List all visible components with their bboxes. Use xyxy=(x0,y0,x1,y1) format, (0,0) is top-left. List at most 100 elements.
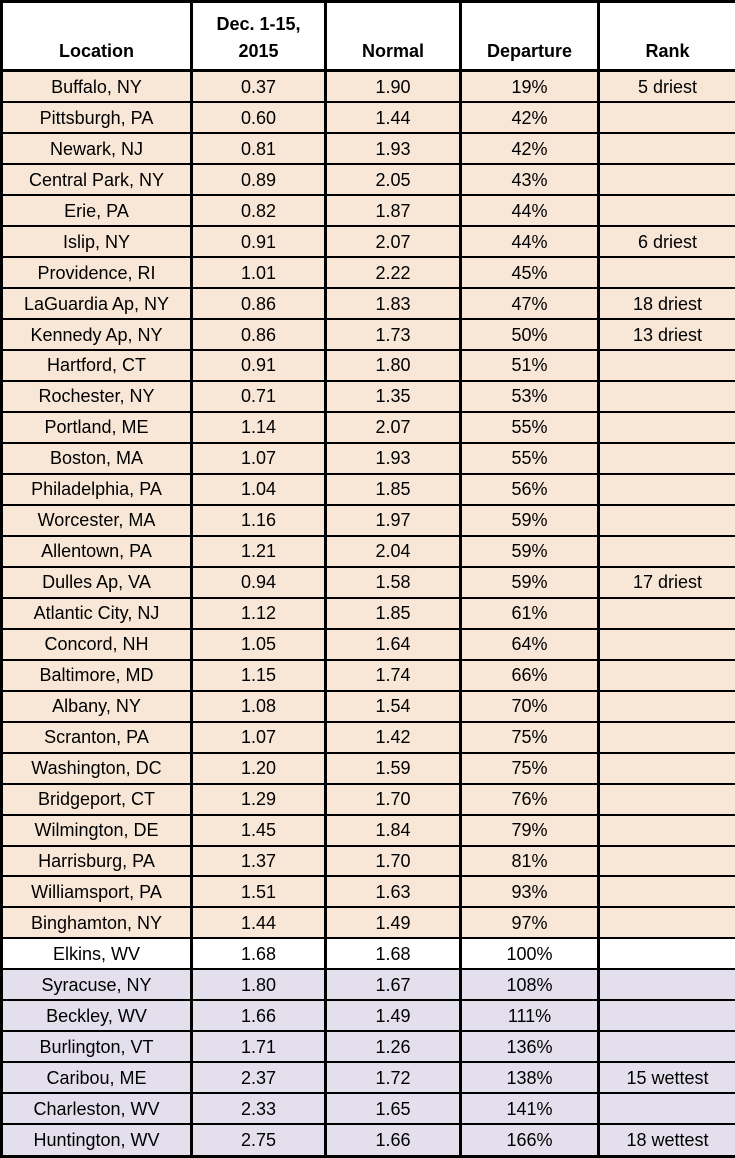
rank-cell xyxy=(597,782,735,816)
header-row: Location Dec. 1-15, 2015 Normal Departur… xyxy=(0,0,735,72)
normal-cell: 1.49 xyxy=(324,906,462,940)
departure-cell: 166% xyxy=(459,1123,600,1158)
normal-cell: 1.83 xyxy=(324,287,462,321)
location-cell: Baltimore, MD xyxy=(0,658,193,692)
rank-cell xyxy=(597,999,735,1033)
column-header-normal: Normal xyxy=(324,0,462,72)
observed-cell: 0.89 xyxy=(190,163,327,197)
departure-cell: 51% xyxy=(459,349,600,382)
normal-cell: 1.63 xyxy=(324,875,462,909)
location-cell: Allentown, PA xyxy=(0,534,193,568)
rank-cell: 15 wettest xyxy=(597,1061,735,1095)
table-row: Allentown, PA 1.21 2.04 59% xyxy=(0,534,735,568)
normal-cell: 1.97 xyxy=(324,503,462,537)
departure-cell: 66% xyxy=(459,658,600,692)
rank-cell xyxy=(597,875,735,909)
departure-cell: 79% xyxy=(459,813,600,847)
observed-cell: 1.08 xyxy=(190,689,327,723)
rank-cell xyxy=(597,906,735,940)
normal-cell: 1.93 xyxy=(324,441,462,475)
location-cell: Portland, ME xyxy=(0,410,193,444)
departure-cell: 50% xyxy=(459,318,600,351)
normal-cell: 2.05 xyxy=(324,163,462,197)
normal-cell: 1.65 xyxy=(324,1092,462,1126)
column-header-departure: Departure xyxy=(459,0,600,72)
column-header-rank: Rank xyxy=(597,0,735,72)
rank-cell: 18 wettest xyxy=(597,1123,735,1158)
observed-cell: 2.37 xyxy=(190,1061,327,1095)
departure-cell: 136% xyxy=(459,1030,600,1064)
rank-cell xyxy=(597,937,735,971)
rank-cell xyxy=(597,163,735,197)
table-row: LaGuardia Ap, NY 0.86 1.83 47% 18 driest xyxy=(0,287,735,321)
observed-cell: 1.44 xyxy=(190,906,327,940)
rank-cell xyxy=(597,256,735,290)
observed-cell: 1.37 xyxy=(190,844,327,878)
location-cell: Worcester, MA xyxy=(0,503,193,537)
location-cell: Dulles Ap, VA xyxy=(0,565,193,599)
observed-cell: 1.15 xyxy=(190,658,327,692)
table-row: Kennedy Ap, NY 0.86 1.73 50% 13 driest xyxy=(0,318,735,351)
rank-cell: 6 driest xyxy=(597,225,735,259)
departure-cell: 59% xyxy=(459,534,600,568)
table-row: Atlantic City, NJ 1.12 1.85 61% xyxy=(0,596,735,630)
rank-cell xyxy=(597,472,735,506)
observed-cell: 0.60 xyxy=(190,101,327,135)
location-cell: Harrisburg, PA xyxy=(0,844,193,878)
observed-cell: 1.68 xyxy=(190,937,327,971)
normal-cell: 1.54 xyxy=(324,689,462,723)
table-row: Beckley, WV 1.66 1.49 111% xyxy=(0,999,735,1033)
departure-cell: 56% xyxy=(459,472,600,506)
normal-cell: 2.07 xyxy=(324,410,462,444)
table-row: Islip, NY 0.91 2.07 44% 6 driest xyxy=(0,225,735,259)
table-row: Dulles Ap, VA 0.94 1.58 59% 17 driest xyxy=(0,565,735,599)
observed-cell: 1.71 xyxy=(190,1030,327,1064)
table-row: Buffalo, NY 0.37 1.90 19% 5 driest xyxy=(0,69,735,104)
observed-cell: 0.71 xyxy=(190,379,327,413)
departure-cell: 53% xyxy=(459,379,600,413)
rank-cell xyxy=(597,596,735,630)
normal-cell: 1.26 xyxy=(324,1030,462,1064)
rank-cell xyxy=(597,194,735,228)
location-cell: Philadelphia, PA xyxy=(0,472,193,506)
rank-cell xyxy=(597,751,735,785)
normal-cell: 1.73 xyxy=(324,318,462,351)
normal-cell: 1.49 xyxy=(324,999,462,1033)
table-row: Concord, NH 1.05 1.64 64% xyxy=(0,627,735,661)
rank-cell: 5 driest xyxy=(597,69,735,104)
location-cell: Rochester, NY xyxy=(0,379,193,413)
departure-cell: 108% xyxy=(459,968,600,1002)
table-row: Worcester, MA 1.16 1.97 59% xyxy=(0,503,735,537)
normal-cell: 1.74 xyxy=(324,658,462,692)
departure-cell: 42% xyxy=(459,132,600,166)
departure-cell: 47% xyxy=(459,287,600,321)
departure-cell: 44% xyxy=(459,194,600,228)
table-row: Huntington, WV 2.75 1.66 166% 18 wettest xyxy=(0,1123,735,1158)
departure-cell: 59% xyxy=(459,565,600,599)
table-row: Wilmington, DE 1.45 1.84 79% xyxy=(0,813,735,847)
observed-cell: 1.45 xyxy=(190,813,327,847)
rank-cell xyxy=(597,658,735,692)
table-row: Erie, PA 0.82 1.87 44% xyxy=(0,194,735,228)
table-row: Binghamton, NY 1.44 1.49 97% xyxy=(0,906,735,940)
rank-cell xyxy=(597,132,735,166)
observed-cell: 1.80 xyxy=(190,968,327,1002)
observed-cell: 0.86 xyxy=(190,287,327,321)
location-cell: Providence, RI xyxy=(0,256,193,290)
departure-cell: 70% xyxy=(459,689,600,723)
rank-cell xyxy=(597,689,735,723)
normal-cell: 1.93 xyxy=(324,132,462,166)
departure-cell: 19% xyxy=(459,69,600,104)
departure-cell: 97% xyxy=(459,906,600,940)
normal-cell: 2.07 xyxy=(324,225,462,259)
table-body: Buffalo, NY 0.37 1.90 19% 5 driest Pittsburgh… xyxy=(0,69,735,1158)
location-cell: Pittsburgh, PA xyxy=(0,101,193,135)
observed-cell: 0.91 xyxy=(190,225,327,259)
observed-cell: 1.05 xyxy=(190,627,327,661)
observed-cell: 1.07 xyxy=(190,441,327,475)
observed-cell: 2.33 xyxy=(190,1092,327,1126)
departure-cell: 100% xyxy=(459,937,600,971)
departure-cell: 43% xyxy=(459,163,600,197)
location-cell: Washington, DC xyxy=(0,751,193,785)
